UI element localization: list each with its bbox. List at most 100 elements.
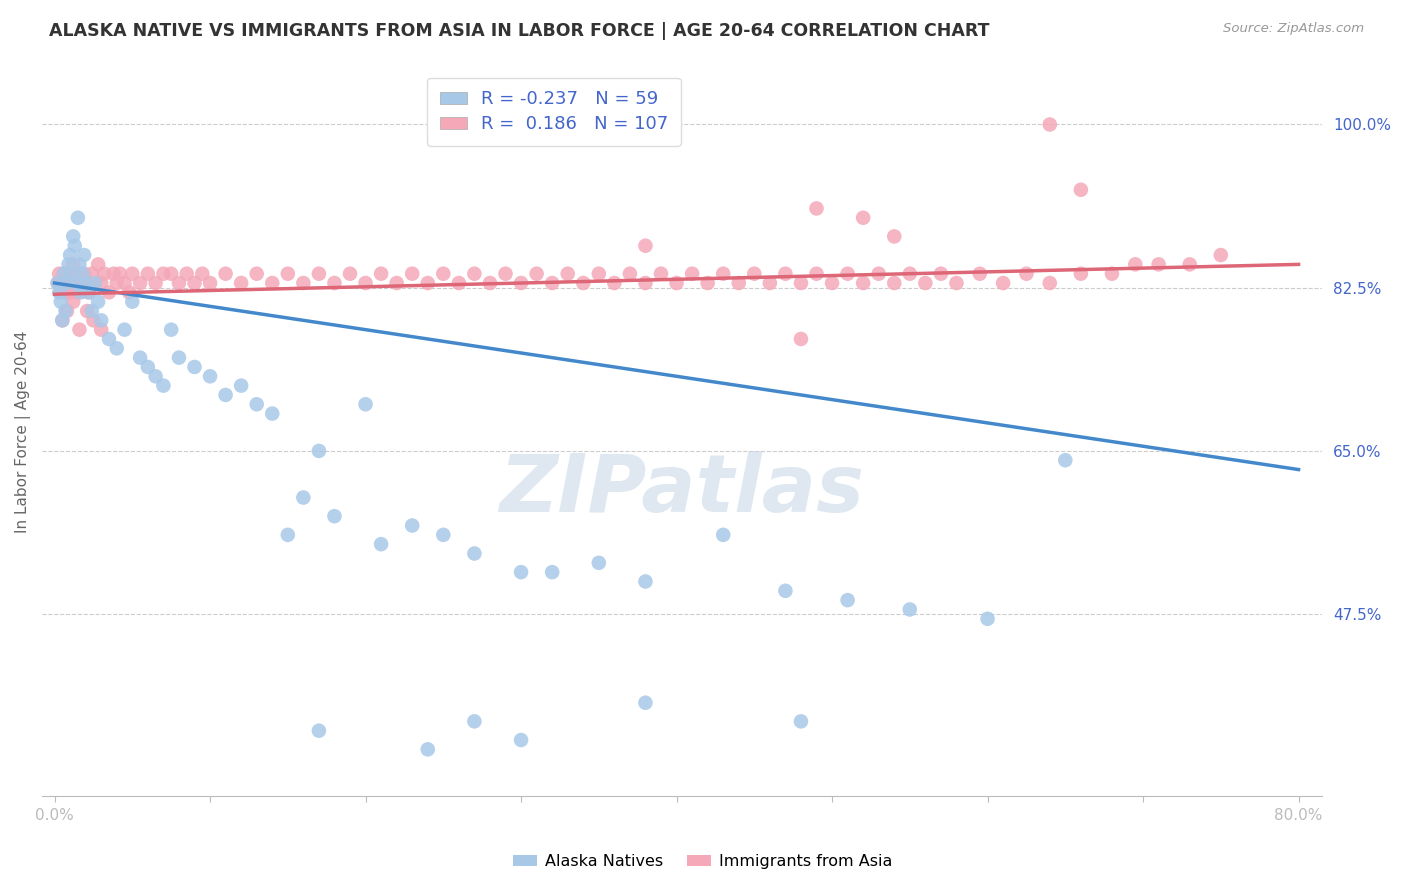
Point (84, 276, 107, 290)
Point (665, 276, 688, 290)
Point (93, 267, 115, 281)
Point (198, 276, 221, 290)
Point (114, 276, 136, 290)
Point (711, 528, 734, 542)
Point (447, 276, 470, 290)
Point (87, 257, 110, 271)
Point (98, 332, 121, 346)
Point (416, 276, 439, 290)
Point (277, 528, 299, 542)
Point (775, 583, 797, 598)
Point (852, 211, 875, 225)
Point (63, 238, 86, 252)
Point (72, 276, 94, 290)
Point (526, 267, 548, 281)
Point (51, 276, 73, 290)
Point (48, 267, 70, 281)
Point (572, 276, 595, 290)
Point (1039, 276, 1062, 290)
Point (46, 276, 69, 290)
Point (883, 276, 905, 290)
Point (198, 369, 221, 384)
Point (262, 407, 284, 421)
Point (77, 285, 100, 300)
Point (432, 267, 454, 281)
Point (1147, 257, 1170, 271)
Point (416, 742, 439, 756)
Point (354, 397, 377, 411)
Point (183, 359, 205, 374)
Point (51, 313, 73, 327)
Point (806, 202, 828, 216)
Point (121, 267, 143, 281)
Text: ALASKA NATIVE VS IMMIGRANTS FROM ASIA IN LABOR FORCE | AGE 20-64 CORRELATION CHA: ALASKA NATIVE VS IMMIGRANTS FROM ASIA IN… (49, 22, 990, 40)
Point (510, 565, 533, 579)
Point (969, 267, 991, 281)
Point (231, 276, 253, 290)
Point (308, 443, 330, 458)
Point (49, 285, 72, 300)
Point (354, 276, 377, 290)
Point (837, 267, 859, 281)
Point (118, 285, 141, 300)
Point (478, 276, 501, 290)
Point (1054, 453, 1077, 467)
Point (72, 267, 94, 281)
Point (991, 276, 1014, 290)
Point (129, 276, 152, 290)
Point (52, 267, 75, 281)
Point (557, 267, 579, 281)
Point (759, 276, 782, 290)
Point (58, 276, 80, 290)
Point (59, 285, 82, 300)
Point (246, 397, 269, 411)
Point (246, 267, 269, 281)
Point (48, 285, 70, 300)
Point (73, 248, 96, 262)
Point (214, 388, 236, 402)
Point (84, 276, 107, 290)
Point (681, 267, 703, 281)
Point (136, 359, 159, 374)
Text: Source: ZipAtlas.com: Source: ZipAtlas.com (1223, 22, 1364, 36)
Point (98, 285, 121, 300)
Point (385, 276, 408, 290)
Point (67, 276, 90, 290)
Point (976, 612, 998, 626)
Point (176, 267, 198, 281)
Point (136, 267, 159, 281)
Point (77, 285, 100, 300)
Point (634, 238, 657, 252)
Point (323, 509, 346, 524)
Point (114, 323, 136, 337)
Y-axis label: In Labor Force | Age 20-64: In Labor Force | Age 20-64 (15, 331, 31, 533)
Point (129, 351, 152, 365)
Point (105, 276, 128, 290)
Point (76, 304, 98, 318)
Point (262, 276, 284, 290)
Point (790, 276, 813, 290)
Point (62, 229, 84, 244)
Point (898, 602, 921, 616)
Point (87, 294, 110, 309)
Point (152, 267, 174, 281)
Point (401, 267, 423, 281)
Point (883, 229, 905, 244)
Point (1015, 267, 1038, 281)
Point (52, 267, 75, 281)
Point (821, 276, 844, 290)
Point (510, 276, 533, 290)
Point (541, 565, 564, 579)
Point (634, 696, 657, 710)
Point (55, 304, 77, 318)
Point (852, 276, 875, 290)
Point (65, 267, 87, 281)
Point (1070, 267, 1092, 281)
Point (634, 574, 657, 589)
Point (191, 267, 214, 281)
Point (152, 378, 174, 392)
Point (790, 332, 813, 346)
Point (510, 733, 533, 747)
Point (1039, 118, 1062, 132)
Point (62, 294, 84, 309)
